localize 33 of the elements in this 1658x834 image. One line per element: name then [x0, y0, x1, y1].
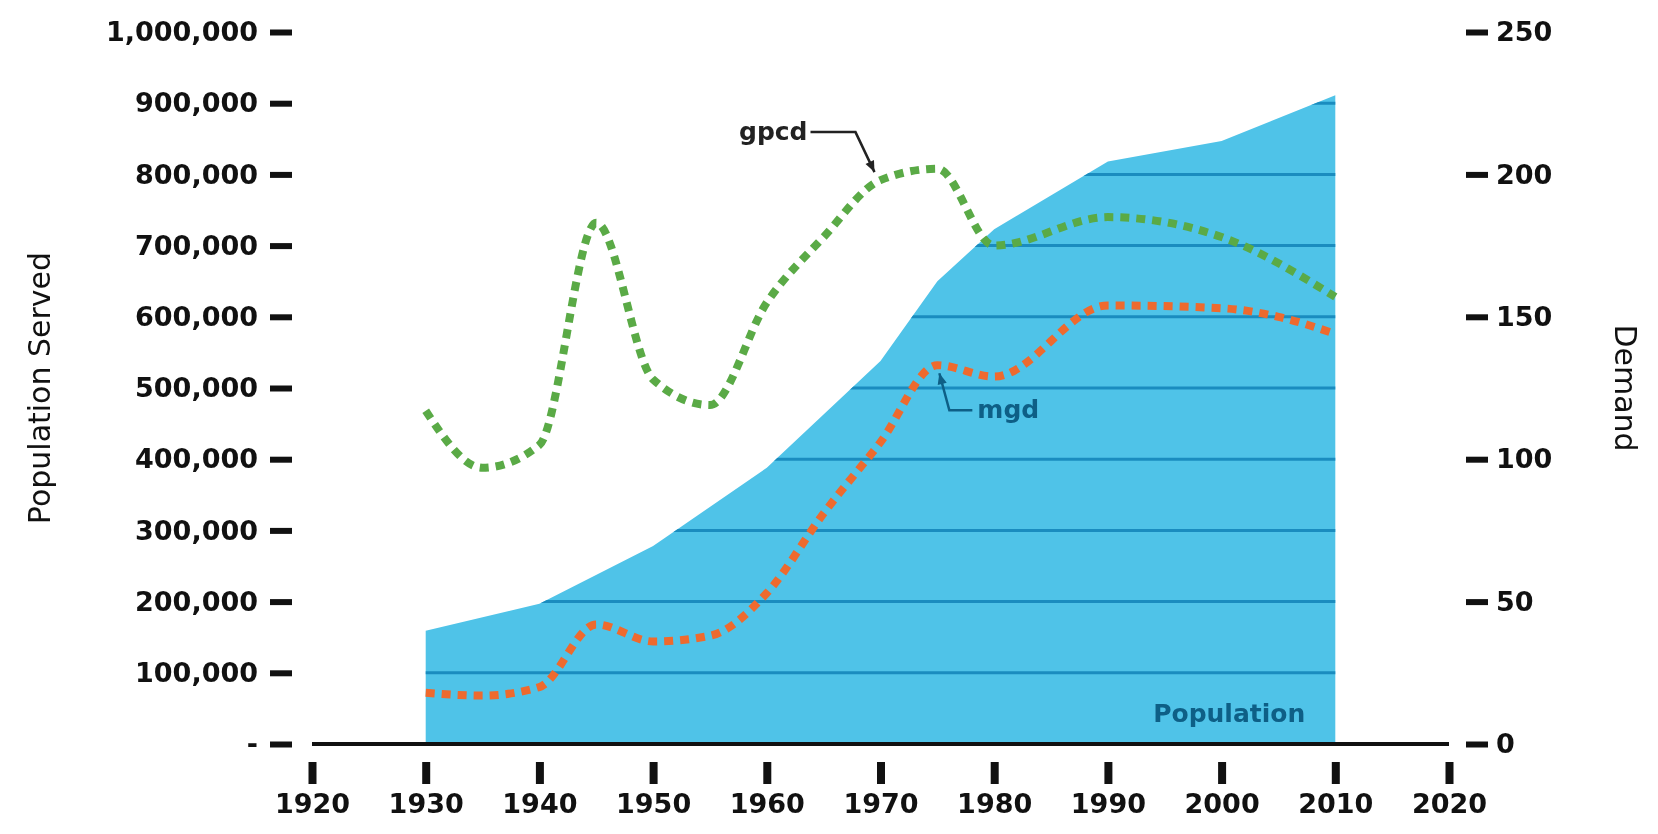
- y-tick-label: 500,000: [135, 372, 258, 404]
- x-tick-label: 1960: [729, 788, 805, 820]
- x-tick-label: 1990: [1070, 788, 1146, 820]
- x-tick-label: 1940: [502, 788, 578, 820]
- y2-tick-label: 250: [1496, 16, 1553, 48]
- x-tick-label: 1920: [274, 788, 351, 820]
- y-tick-label: 900,000: [135, 87, 258, 119]
- y2-tick-label: 0: [1496, 728, 1515, 760]
- y-tick-label: 1,000,000: [105, 16, 258, 48]
- y-tick-label: 300,000: [135, 514, 258, 546]
- y-tick-label: 400,000: [135, 443, 258, 475]
- series-label: mgd: [977, 395, 1040, 425]
- y2-tick-label: 100: [1496, 443, 1553, 475]
- series-label: Population: [1153, 699, 1306, 728]
- x-tick-label: 1930: [388, 788, 464, 820]
- text: gpcd: [738, 117, 808, 147]
- y2-tick-label: 200: [1496, 158, 1553, 190]
- x-tick-label: 1950: [616, 788, 692, 820]
- y2-tick-label: 50: [1496, 585, 1534, 617]
- y-tick-label: -: [246, 728, 258, 760]
- x-tick-label: 1980: [957, 788, 1033, 820]
- y2-axis-title: Demand: [1608, 324, 1643, 452]
- y-tick-label: 800,000: [135, 158, 258, 190]
- x-tick-label: 2010: [1298, 788, 1374, 820]
- y-tick-label: 100,000: [135, 656, 258, 688]
- y-axis-title: Population Served: [22, 251, 57, 525]
- y-tick-label: 200,000: [135, 585, 258, 617]
- x-tick-label: 2020: [1411, 788, 1488, 820]
- y-tick-label: 700,000: [135, 229, 258, 261]
- y2-tick-label: 150: [1496, 300, 1553, 332]
- y-tick-label: 600,000: [135, 300, 258, 332]
- x-tick-label: 2000: [1184, 788, 1260, 820]
- x-tick-label: 1970: [843, 788, 919, 820]
